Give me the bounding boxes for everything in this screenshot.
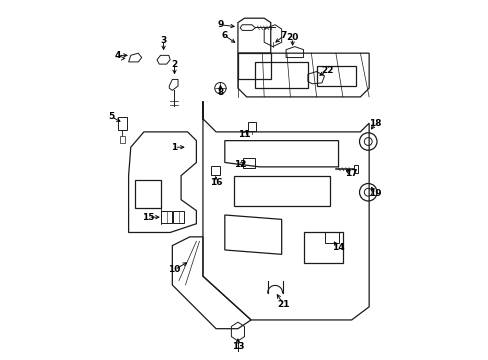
Text: 14: 14	[331, 243, 344, 252]
Text: 19: 19	[368, 189, 381, 198]
Text: 15: 15	[142, 213, 154, 222]
Text: 12: 12	[233, 160, 246, 169]
Text: 17: 17	[345, 169, 357, 178]
Text: 4: 4	[114, 51, 121, 60]
Text: 13: 13	[231, 342, 244, 351]
Text: 10: 10	[168, 265, 181, 274]
Text: 16: 16	[209, 178, 222, 187]
Text: 9: 9	[217, 20, 223, 29]
Text: 18: 18	[369, 119, 381, 128]
Text: 2: 2	[171, 60, 177, 69]
Text: 5: 5	[108, 112, 114, 121]
Text: 3: 3	[160, 36, 166, 45]
Text: 8: 8	[217, 88, 223, 97]
Text: 7: 7	[280, 31, 286, 40]
Text: 11: 11	[238, 130, 250, 139]
Text: 21: 21	[277, 300, 289, 309]
Text: 6: 6	[221, 31, 227, 40]
Text: 22: 22	[321, 66, 333, 75]
Text: 20: 20	[286, 33, 298, 42]
Text: 1: 1	[171, 143, 177, 152]
